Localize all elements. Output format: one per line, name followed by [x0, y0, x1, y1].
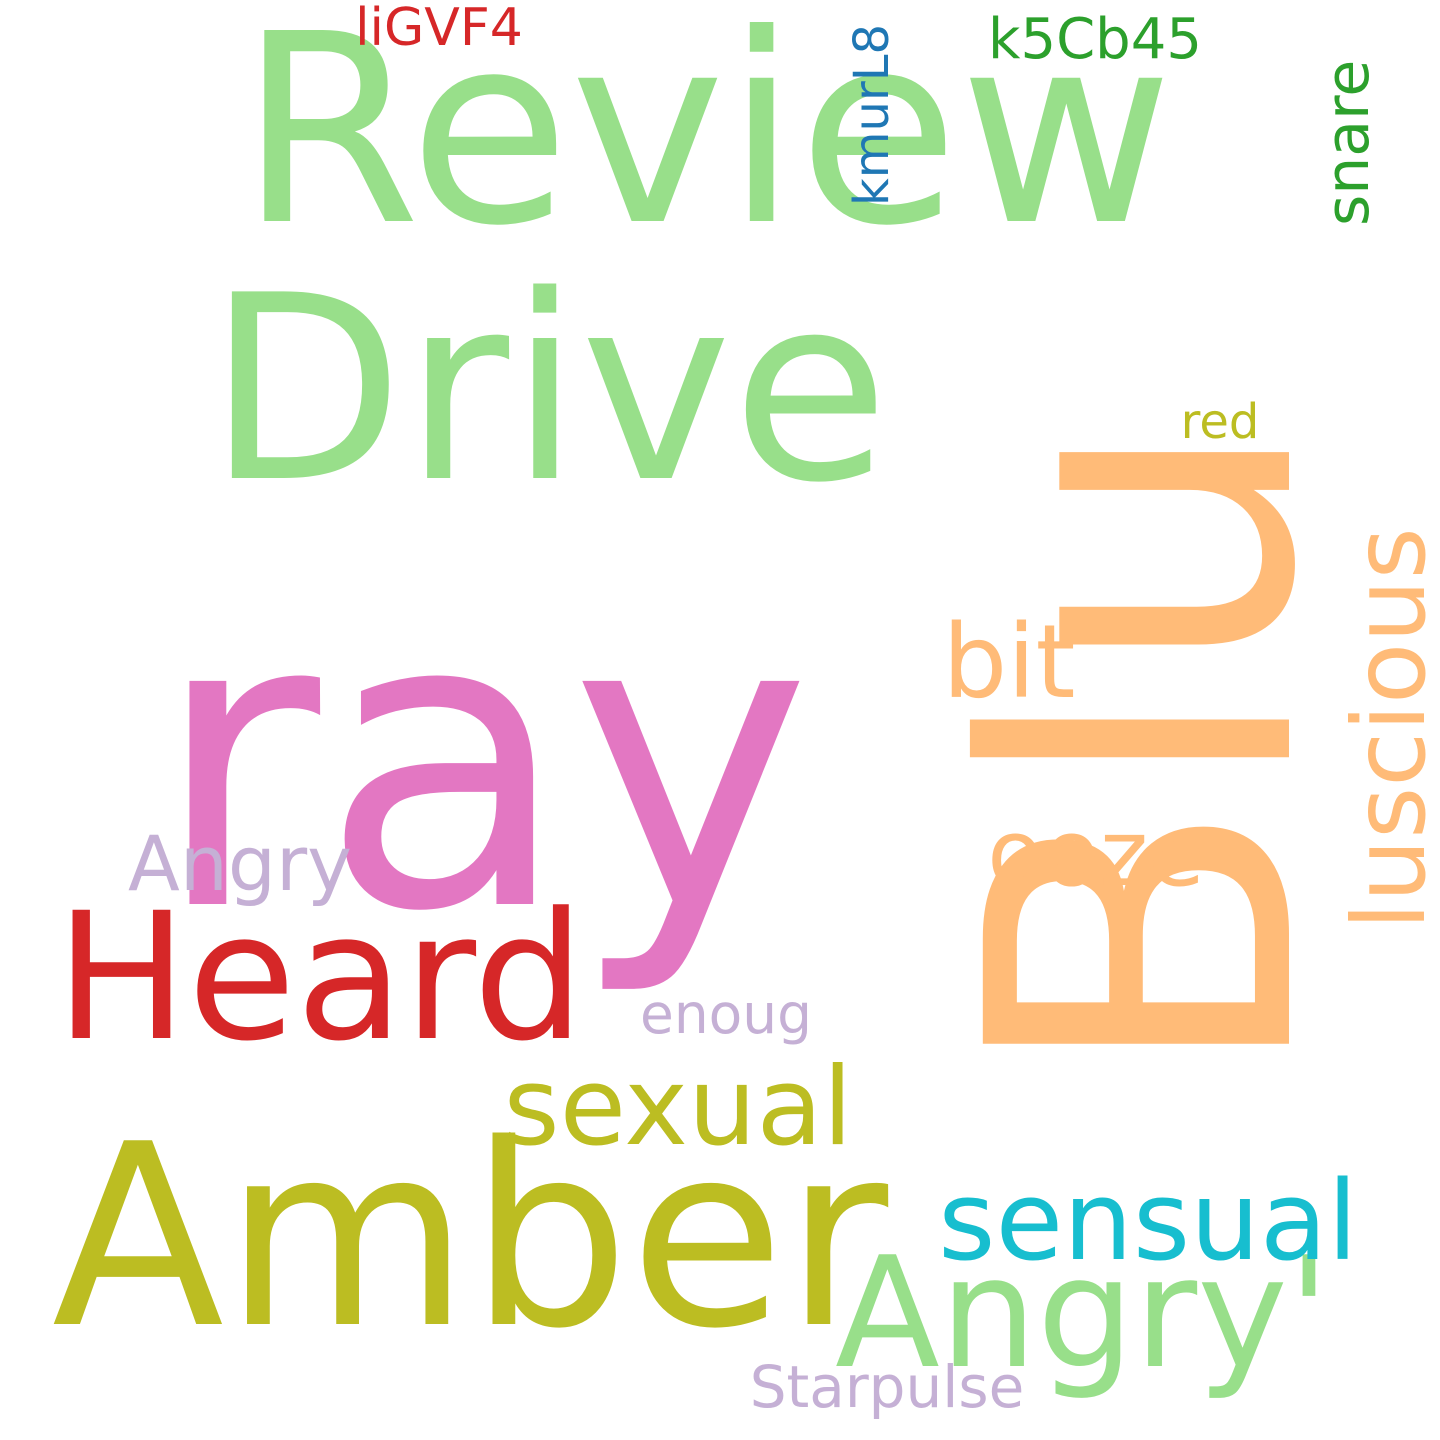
word-blu: Blu: [900, 413, 1389, 1085]
word-sexual: sexual: [503, 1045, 853, 1170]
word-red: red: [1180, 394, 1260, 450]
word-k5cb45: k5Cb45: [988, 6, 1202, 72]
word-angry-quote: Angry': [835, 1224, 1330, 1403]
word-sensual: sensual: [938, 1157, 1358, 1285]
word-ray: ray: [152, 526, 812, 1001]
word-angry: Angry: [128, 820, 352, 909]
word-luscious: luscious: [1331, 527, 1440, 931]
word-heard: Heard: [55, 875, 585, 1080]
word-bit: bit: [942, 603, 1076, 722]
word-drive: Drive: [206, 241, 890, 539]
word-enoug: enoug: [640, 981, 812, 1046]
word-starpulse: Starpulse: [749, 1353, 1025, 1421]
word-snare: snare: [1313, 59, 1383, 227]
word-kmurl8: kmurL8: [844, 24, 900, 206]
word-amber: Amber: [51, 1091, 889, 1384]
word-ligvf4: liGVF4: [355, 0, 523, 58]
word-review: Review: [238, 0, 1174, 283]
word-ooze: ooze: [987, 800, 1205, 907]
